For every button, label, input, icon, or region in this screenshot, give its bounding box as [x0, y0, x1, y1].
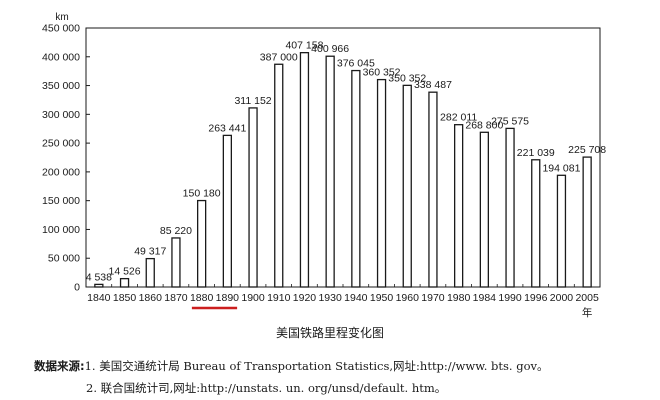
- x-tick-label: 1950: [370, 292, 394, 304]
- chart-axes: km 0 50 000 100 000 150 000 200 000 250 000 300…: [42, 12, 601, 319]
- y-tick-label: 200 000: [42, 166, 80, 178]
- y-tick-label: 0: [74, 282, 80, 294]
- bar: [145, 257, 155, 288]
- data-label: 282 011: [440, 112, 477, 124]
- chart-title: 美国铁路里程变化图: [275, 326, 384, 340]
- y-tick-label: 50 000: [48, 253, 80, 265]
- bar: [325, 55, 335, 288]
- x-tick-label: 1996: [524, 292, 548, 304]
- data-label: 194 081: [542, 162, 580, 174]
- x-tick-label: 1870: [164, 292, 188, 304]
- data-label: 407 158: [285, 40, 323, 52]
- x-tick-label: 1850: [113, 292, 137, 304]
- bar-chart: km 0 50 000 100 000 150 000 200 000 250 000 300…: [42, 12, 606, 319]
- data-label: 225 708: [568, 144, 606, 156]
- x-tick-label: 2000: [550, 292, 574, 304]
- data-label: 85 220: [160, 225, 192, 237]
- source-line-1: 数据来源:1. 美国交通统计局 Bureau of Transportation…: [34, 358, 549, 374]
- x-tick-label: 1880: [190, 292, 214, 304]
- bar: [531, 159, 541, 288]
- bar: [196, 199, 207, 288]
- x-tick-label: 1860: [139, 292, 163, 304]
- data-label: 400 966: [311, 43, 349, 55]
- data-label: 263 441: [208, 122, 246, 134]
- bar: [505, 127, 515, 288]
- data-label: 14 526: [108, 266, 140, 278]
- bar: [299, 52, 310, 288]
- y-tick-label: 300 000: [42, 109, 80, 121]
- x-tick-label: 1940: [344, 292, 368, 304]
- bar: [248, 107, 258, 288]
- bar: [428, 91, 438, 288]
- bar: [119, 277, 130, 288]
- data-label: 221 039: [517, 147, 555, 159]
- bar: [351, 69, 361, 288]
- bar: [556, 174, 567, 288]
- x-tick-label: 1970: [421, 292, 445, 304]
- y-unit-label: km: [55, 12, 68, 23]
- data-label: 49 317: [134, 246, 166, 258]
- data-label: 338 487: [414, 79, 452, 91]
- bar: [274, 63, 284, 288]
- data-label: 268 800: [465, 119, 503, 131]
- bar: [94, 283, 104, 288]
- bar: [376, 78, 387, 288]
- x-tick-label: 1900: [241, 292, 265, 304]
- bar: [222, 134, 233, 288]
- bar: [402, 84, 412, 288]
- x-tick-label: 1990: [498, 292, 522, 304]
- y-tick-label: 100 000: [42, 224, 80, 236]
- x-tick-label: 2005: [575, 292, 599, 304]
- data-label: 275 575: [491, 115, 529, 127]
- x-tick-label: 1890: [216, 292, 240, 304]
- x-tick-label: 1910: [267, 292, 291, 304]
- data-label: 376 045: [337, 58, 375, 70]
- x-tick-label: 1980: [447, 292, 471, 304]
- data-label: 350 352: [388, 72, 426, 84]
- source-line-2: 2. 联合国统计司,网址:http://unstats. un. org/uns…: [86, 381, 447, 395]
- data-label: 311 152: [234, 95, 271, 107]
- data-label: 150 180: [183, 188, 221, 200]
- data-label: 387 000: [260, 51, 298, 63]
- bar: [479, 131, 490, 288]
- data-label: 360 352: [363, 67, 401, 79]
- y-tick-label: 450 000: [42, 23, 80, 35]
- y-tick-label: 350 000: [42, 80, 80, 92]
- x-axis-suffix: 年: [582, 306, 593, 319]
- bar: [582, 156, 592, 288]
- y-tick-label: 250 000: [42, 138, 80, 150]
- data-label: 4 538: [86, 271, 112, 283]
- source-text-1: 1. 美国交通统计局 Bureau of Transportation Stat…: [84, 359, 549, 373]
- x-tick-label: 1920: [293, 292, 317, 304]
- y-tick-label: 150 000: [42, 195, 80, 207]
- bar: [171, 237, 181, 288]
- source-label: 数据来源:: [34, 359, 85, 373]
- x-tick-label: 1984: [473, 292, 497, 304]
- bar: [453, 124, 464, 288]
- y-tick-label: 400 000: [42, 51, 80, 63]
- x-tick-label: 1960: [396, 292, 420, 304]
- x-tick-label: 1840: [87, 292, 111, 304]
- x-tick-label: 1930: [318, 292, 342, 304]
